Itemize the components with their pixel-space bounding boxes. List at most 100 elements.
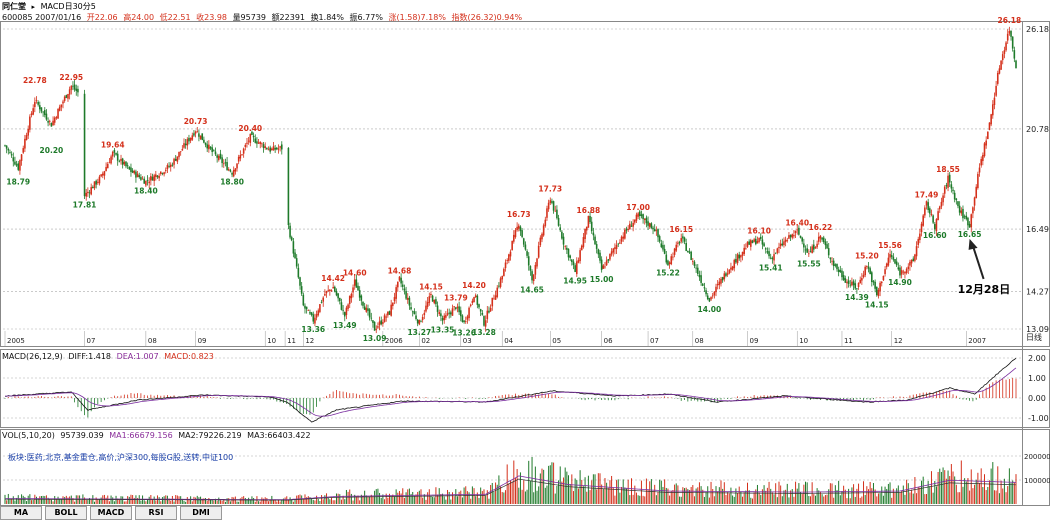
x-tick-label: 02 [421, 337, 430, 345]
candle-body [735, 259, 737, 263]
candle-body [751, 240, 754, 244]
candle-body [459, 310, 462, 317]
candle-body [841, 270, 843, 278]
candle-body [980, 159, 982, 166]
price-label: 14.20 [462, 281, 486, 290]
candle-body [615, 244, 618, 250]
vol-ma2-line [5, 478, 1016, 501]
price-label: 15.22 [656, 269, 680, 278]
macd-name: MACD(26,12,9) [2, 352, 63, 361]
candle-body [682, 236, 684, 239]
candle-body [665, 254, 668, 263]
macd-diff-line [4, 357, 1017, 423]
candle-body [943, 186, 946, 194]
candle-body [506, 260, 508, 261]
candle-body [542, 225, 545, 236]
candle-body [148, 181, 150, 184]
candle-body [174, 158, 177, 161]
candle-body [156, 175, 159, 178]
candle-body [725, 273, 727, 276]
candle-body [491, 297, 494, 307]
candle-body [965, 215, 968, 220]
candle-body [448, 312, 450, 314]
candle-body [237, 156, 240, 162]
candle-body [750, 240, 752, 247]
candle-body [537, 245, 540, 258]
candle-body [355, 279, 358, 288]
tab-dmi[interactable]: DMI [180, 506, 222, 520]
play-icon[interactable]: ▸ [31, 3, 36, 11]
price-label: 16.10 [747, 226, 771, 235]
tab-ma[interactable]: MA [0, 506, 42, 520]
price-panel-frame [0, 21, 1050, 347]
candle-body [300, 286, 303, 294]
candle-body [572, 261, 575, 265]
price-label: 14.90 [888, 278, 912, 287]
vol-ma1-line [5, 475, 1017, 501]
candle-body [1010, 30, 1012, 37]
x-tick-label: 07 [650, 337, 659, 345]
candle-body [809, 251, 812, 253]
candle-body [494, 295, 497, 300]
price-label: 13.09 [363, 334, 387, 343]
candle-body [625, 228, 628, 231]
stock-name[interactable]: 同仁堂 [2, 2, 26, 11]
candle-body [837, 269, 840, 273]
candle-body [746, 241, 749, 247]
candle-body [289, 225, 291, 238]
price-tick-label: 20.78 [1026, 125, 1049, 134]
candle-body [70, 85, 73, 90]
candle-body [579, 250, 581, 262]
candle-body [254, 138, 257, 143]
candle-body [557, 217, 560, 226]
candle-body [907, 266, 910, 269]
candle-body [251, 131, 253, 135]
price-label: 14.95 [563, 276, 587, 285]
candle-body [350, 293, 353, 299]
tab-boll[interactable]: BOLL [45, 506, 87, 520]
price-label: 14.42 [321, 274, 345, 283]
price-label: 17.49 [915, 191, 939, 200]
candle-body [488, 310, 490, 313]
candle-body [458, 306, 460, 313]
candle-body [567, 248, 570, 258]
candle-body [632, 222, 634, 227]
x-tick-label: 09 [750, 337, 759, 345]
candle-body [377, 326, 379, 328]
candle-body [514, 230, 517, 238]
price-label: 20.20 [40, 146, 64, 155]
candle-body [571, 259, 573, 262]
candle-body [302, 294, 305, 306]
price-label: 15.56 [878, 241, 902, 250]
candle-body [453, 306, 455, 308]
candle-body [988, 122, 991, 130]
macd-header: MACD(26,12,9) DIFF:1.418 DEA:1.007 MACD:… [2, 352, 217, 361]
vol-tick-label: 100000 [1024, 477, 1050, 485]
candle-body [534, 264, 537, 275]
candle-body [509, 251, 512, 257]
candle-body [428, 296, 431, 303]
candle-body [441, 318, 444, 321]
tab-macd[interactable]: MACD [90, 506, 132, 520]
tab-rsi[interactable]: RSI [135, 506, 177, 520]
candle-body [166, 165, 169, 170]
vol-ma3: MA3:66403.422 [247, 431, 311, 440]
candle-body [759, 236, 762, 239]
candle-body [763, 243, 765, 247]
candle-body [271, 148, 273, 151]
candle-body [857, 283, 860, 287]
candle-body [730, 267, 732, 270]
candle-body [753, 239, 755, 242]
candle-body [393, 297, 396, 302]
candle-body [978, 167, 981, 173]
vol-name: VOL(5,10,20) [2, 431, 55, 440]
candle-body [14, 161, 16, 165]
candle-body [1001, 54, 1004, 61]
candle-body [213, 150, 215, 152]
candle-body [62, 101, 64, 104]
candle-body [967, 217, 969, 226]
candle-body [740, 255, 742, 258]
x-tick-label: 08 [148, 337, 157, 345]
candle-body [622, 236, 625, 239]
candle-body [595, 244, 598, 249]
